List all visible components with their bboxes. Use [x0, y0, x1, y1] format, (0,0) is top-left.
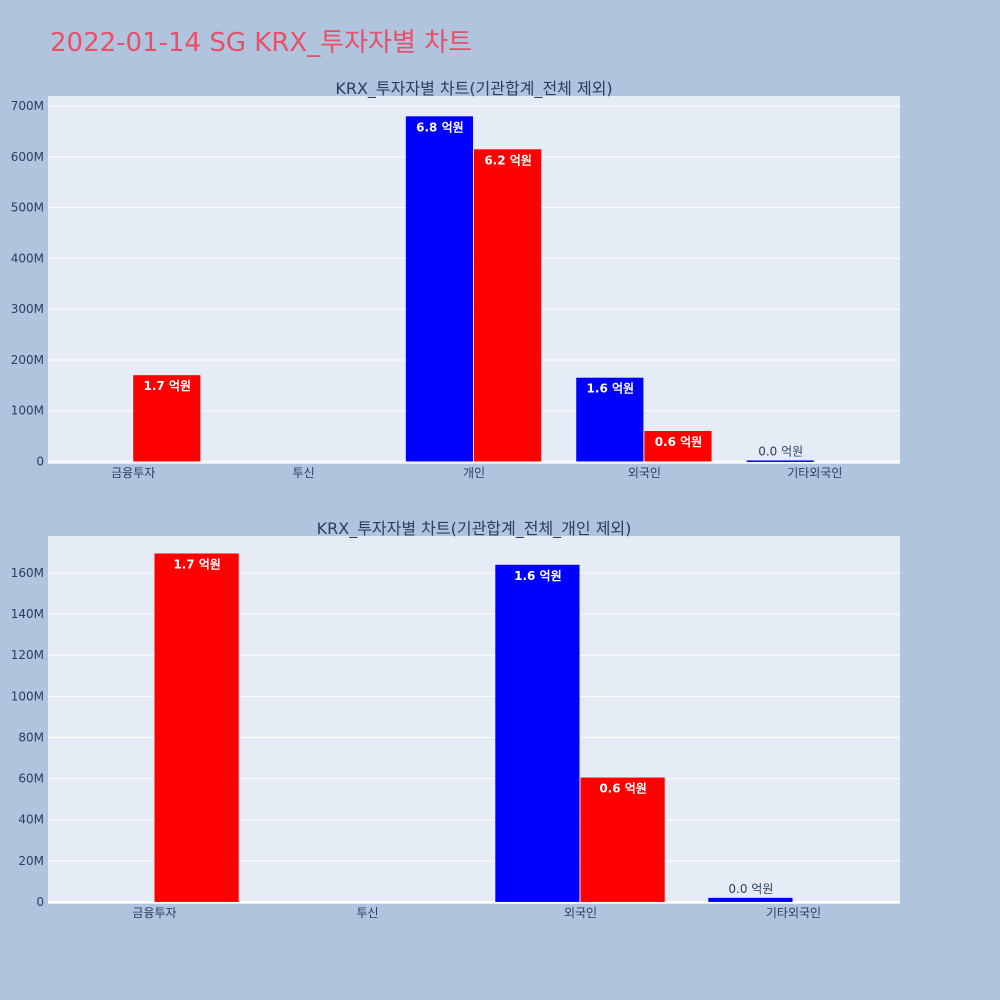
bar — [580, 777, 665, 902]
chart-title: KRX_투자자별 차트(기관합계_전체_개인 제외) — [317, 519, 632, 539]
y-tick-label: 120M — [11, 648, 44, 662]
x-tick-label: 외국인 — [628, 466, 661, 480]
bar-data-label: 1.6 억원 — [514, 569, 562, 583]
y-tick-label: 100M — [11, 689, 44, 703]
bar — [133, 375, 201, 462]
chart-title: KRX_투자자별 차트(기관합계_전체 제외) — [335, 79, 612, 99]
bar — [474, 149, 542, 462]
bar — [495, 564, 580, 902]
bar-data-label: 6.2 억원 — [484, 153, 532, 167]
bar-data-label: 0.6 억원 — [599, 782, 647, 796]
y-tick-label: 60M — [18, 772, 44, 786]
bar-data-label: 6.8 억원 — [416, 120, 464, 134]
page-title: 2022-01-14 SG KRX_투자자별 차트 — [50, 28, 472, 58]
bar-data-label: 1.6 억원 — [587, 382, 635, 396]
y-tick-label: 100M — [11, 404, 44, 418]
chart-1-investor-bars: 0 100M 200M 300M 400M 500M 600M 700M KRX_투자자별 차트… — [11, 79, 900, 480]
y-tick-label: 160M — [11, 566, 44, 580]
y-tick-label: 0 — [36, 454, 44, 468]
y-tick-label: 700M — [11, 99, 44, 113]
bar — [746, 460, 814, 462]
x-tick-label: 외국인 — [564, 906, 597, 920]
bar-data-label: 0.0 억원 — [728, 882, 773, 896]
bar — [154, 553, 239, 902]
y-tick-label: 40M — [18, 813, 44, 827]
y-tick-label: 80M — [18, 730, 44, 744]
bar-data-label: 1.7 억원 — [144, 379, 192, 393]
bar-data-label: 1.7 억원 — [173, 557, 221, 571]
bar — [708, 897, 793, 902]
bar — [644, 431, 712, 462]
bar — [576, 377, 644, 462]
x-tick-label: 금융투자 — [111, 466, 155, 480]
y-tick-label: 200M — [11, 353, 44, 367]
bar — [405, 116, 473, 462]
x-tick-label: 금융투자 — [132, 906, 176, 920]
x-tick-label: 기타외국인 — [766, 906, 821, 920]
y-tick-label: 0 — [36, 895, 44, 909]
y-tick-label: 300M — [11, 302, 44, 316]
x-tick-label: 개인 — [463, 466, 485, 480]
y-tick-label: 140M — [11, 607, 44, 621]
y-tick-label: 600M — [11, 150, 44, 164]
x-tick-label: 투신 — [356, 906, 378, 920]
bar-data-label: 0.6 억원 — [655, 435, 703, 449]
y-tick-label: 20M — [18, 854, 44, 868]
y-tick-label: 400M — [11, 251, 44, 265]
x-tick-label: 기타외국인 — [787, 466, 842, 480]
bar-data-label: 0.0 억원 — [758, 444, 803, 458]
y-tick-label: 500M — [11, 201, 44, 215]
x-tick-label: 투신 — [293, 466, 315, 480]
